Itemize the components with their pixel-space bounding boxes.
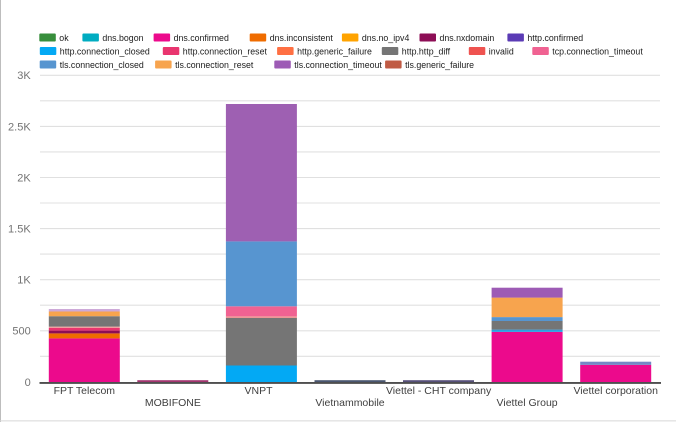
svg-text:dns.confirmed: dns.confirmed [174,33,229,43]
svg-text:tls.generic_failure: tls.generic_failure [405,60,474,70]
svg-text:dns.bogon: dns.bogon [102,33,143,43]
svg-text:0: 0 [25,377,31,389]
svg-text:2K: 2K [17,172,31,184]
svg-text:http.generic_failure: http.generic_failure [297,47,372,57]
svg-text:VNPT: VNPT [244,385,273,397]
svg-text:Vietnammobile: Vietnammobile [315,397,384,409]
svg-text:invalid: invalid [489,47,514,57]
svg-text:dns.inconsistent: dns.inconsistent [270,33,334,43]
svg-text:2.5K: 2.5K [8,121,31,133]
svg-text:http.confirmed: http.confirmed [527,33,583,43]
svg-text:tls.connection_timeout: tls.connection_timeout [294,60,382,70]
svg-text:http.http_diff: http.http_diff [402,47,451,57]
svg-text:FPT Telecom: FPT Telecom [54,385,116,397]
svg-text:MOBIFONE: MOBIFONE [145,397,201,409]
svg-text:3K: 3K [17,70,31,82]
svg-text:1.5K: 1.5K [8,224,31,236]
svg-text:ok: ok [59,33,69,43]
svg-text:http.connection_reset: http.connection_reset [183,47,268,57]
svg-text:1K: 1K [17,275,31,287]
svg-text:dns.nxdomain: dns.nxdomain [440,33,495,43]
svg-text:tls.connection_reset: tls.connection_reset [175,60,254,70]
svg-text:tls.connection_closed: tls.connection_closed [60,60,144,70]
svg-text:tcp.connection_timeout: tcp.connection_timeout [552,47,643,57]
svg-text:http.connection_closed: http.connection_closed [60,47,150,57]
svg-text:Viettel corporation: Viettel corporation [573,385,658,397]
svg-text:Viettel Group: Viettel Group [497,397,558,409]
svg-text:Viettel - CHT company: Viettel - CHT company [386,385,492,397]
svg-text:dns.no_ipv4: dns.no_ipv4 [362,33,410,43]
svg-text:500: 500 [12,326,30,338]
